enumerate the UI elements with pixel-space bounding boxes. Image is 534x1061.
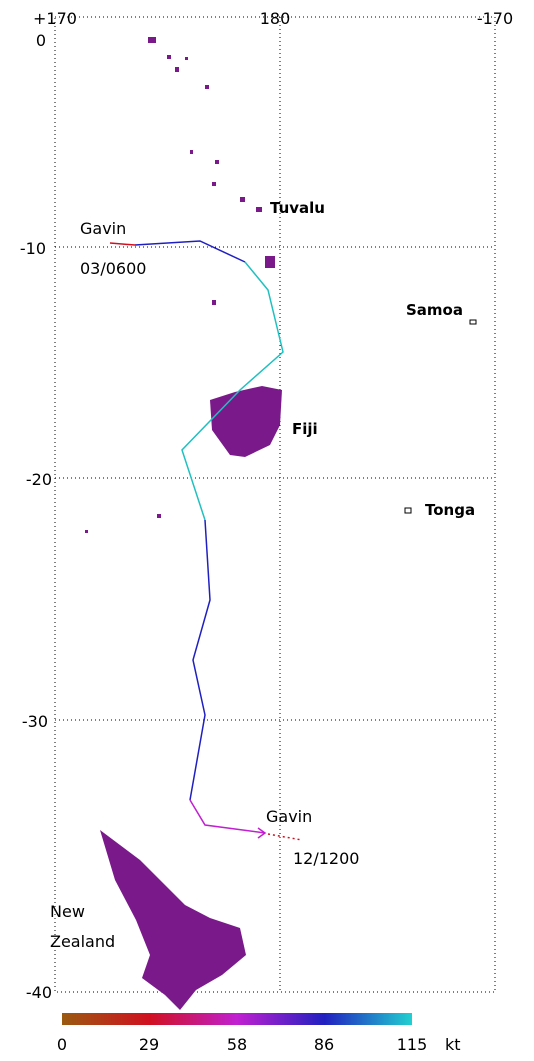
colorbar-label: 86 bbox=[314, 1035, 334, 1054]
region-label: Zealand bbox=[50, 932, 115, 951]
colorbar-label: 0 bbox=[57, 1035, 67, 1054]
islands bbox=[85, 37, 477, 1010]
place-label: Fiji bbox=[292, 420, 318, 438]
colorbar-label: 58 bbox=[227, 1035, 247, 1054]
colorbar-label: 29 bbox=[139, 1035, 159, 1054]
storm-time: 12/1200 bbox=[293, 849, 359, 868]
lat-tick: -20 bbox=[26, 470, 52, 489]
colorbar bbox=[62, 1013, 412, 1025]
lat-tick: -30 bbox=[22, 712, 48, 731]
lon-tick: 180 bbox=[260, 9, 291, 28]
lat-tick: -40 bbox=[26, 983, 52, 1002]
lon-tick: -170 bbox=[477, 9, 513, 28]
place-label: Tonga bbox=[425, 501, 475, 519]
region-label: New bbox=[50, 902, 85, 921]
storm-name: Gavin bbox=[266, 807, 312, 826]
lat-tick: 0 bbox=[36, 31, 46, 50]
storm-name: Gavin bbox=[80, 219, 126, 238]
grid bbox=[54, 16, 496, 993]
colorbar-unit: kt bbox=[445, 1035, 461, 1054]
storm-track bbox=[109, 240, 303, 841]
lon-tick: +170 bbox=[33, 9, 77, 28]
lat-tick: -10 bbox=[20, 239, 46, 258]
place-label: Samoa bbox=[406, 301, 463, 319]
place-label: Tuvalu bbox=[270, 199, 325, 217]
storm-time: 03/0600 bbox=[80, 259, 146, 278]
colorbar-label: 115 bbox=[397, 1035, 428, 1054]
